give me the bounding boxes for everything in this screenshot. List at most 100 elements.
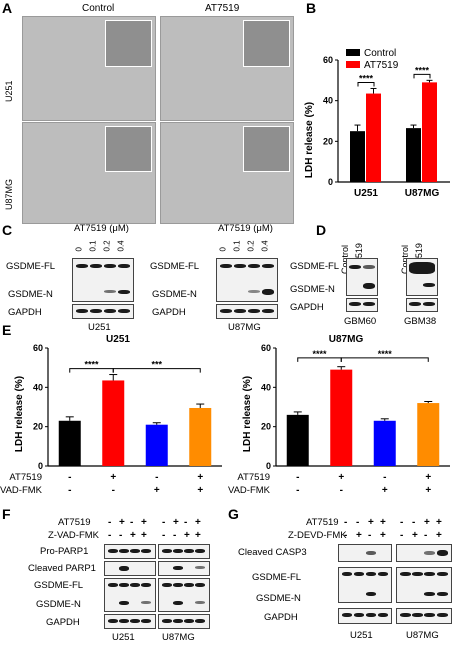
chart-b-bar bbox=[422, 82, 437, 182]
panel-a-row-u251: U251 bbox=[4, 80, 14, 102]
treatment-sign: + bbox=[380, 517, 386, 528]
treatment-sign: + bbox=[195, 517, 201, 528]
treatment-sign: + bbox=[424, 517, 430, 528]
treatment-sign: - bbox=[344, 517, 348, 528]
chart-b-sig-label: **** bbox=[415, 65, 430, 75]
panel-c-u87-cell: U87MG bbox=[228, 322, 261, 333]
panel-f-cell-u87mg: U87MG bbox=[162, 632, 195, 643]
treatment-sign: + bbox=[173, 517, 179, 528]
treatment-sign: + bbox=[412, 530, 418, 541]
chart-b-xtick-label: U251 bbox=[354, 188, 378, 199]
chart-e-u251-ytick-label: 20 bbox=[33, 422, 43, 432]
panel-f-row-cleaved-parp1: Cleaved PARP1 bbox=[28, 563, 96, 574]
chart-e-u251-ylabel: LDH release (%) bbox=[14, 376, 25, 452]
panel-label-f: F bbox=[2, 506, 11, 522]
chart-e-u251-sig-label: *** bbox=[151, 360, 162, 370]
chart-b-sig-bracket bbox=[357, 81, 375, 87]
blot-g-u87-gsdme bbox=[396, 567, 452, 603]
chart-e-u87mg-ylabel: LDH release (%) bbox=[242, 376, 253, 452]
chart-e-u251-bar bbox=[58, 420, 81, 466]
chart-e-u251-ytick-label: 0 bbox=[38, 461, 43, 471]
blot-f-u251-pro-parp1 bbox=[104, 544, 156, 559]
treatment-sign: - bbox=[162, 517, 166, 528]
sem-image-u251-control bbox=[22, 16, 156, 121]
chart-e-u87mg-sign-at7519: - bbox=[296, 472, 299, 483]
chart-e-u87mg-sign-at7519: + bbox=[425, 472, 431, 483]
treatment-sign: + bbox=[380, 530, 386, 541]
treatment-sign: + bbox=[436, 517, 442, 528]
treatment-sign: - bbox=[400, 517, 404, 528]
chart-e-u251-bar bbox=[102, 380, 125, 466]
panel-d-row-n: GSDME-N bbox=[290, 284, 335, 295]
blot-g-u87-gapdh bbox=[396, 608, 452, 624]
chart-e-u87mg-sign-zvad: - bbox=[340, 485, 343, 496]
chart-b-sig-label: **** bbox=[359, 73, 374, 83]
panel-a-row-u87mg: U87MG bbox=[4, 178, 14, 210]
panel-g-sign-grid: - - + + - - + + - + - + - + - + bbox=[340, 517, 452, 543]
panel-a-col-control: Control bbox=[82, 3, 115, 14]
treatment-sign: - bbox=[162, 530, 166, 541]
blot-d-gbm60-gsdme bbox=[346, 258, 378, 296]
chart-e-u87mg-bar bbox=[373, 420, 396, 466]
panel-d-row-fl: GSDME-FL bbox=[290, 261, 340, 272]
treatment-sign: - bbox=[356, 517, 360, 528]
chart-b-bar bbox=[366, 93, 381, 182]
chart-e-u87mg-sign-zvad: + bbox=[425, 485, 431, 496]
chart-b-ytick-label: 20 bbox=[323, 136, 333, 146]
chart-b-ytick-label: 40 bbox=[323, 96, 333, 106]
chart-e-u87mg-ytick-label: 20 bbox=[261, 422, 271, 432]
panel-g-cell-u251: U251 bbox=[350, 630, 373, 641]
treatment-sign: + bbox=[368, 517, 374, 528]
panel-c-u87-row-fl: GSDME-FL bbox=[150, 261, 200, 272]
chart-e-u87mg-bar bbox=[417, 403, 440, 466]
chart-e-u251-sig-label: **** bbox=[84, 360, 99, 370]
panel-label-b: B bbox=[306, 0, 317, 16]
panel-label-e: E bbox=[2, 322, 12, 338]
panel-d-row-gapdh: GAPDH bbox=[290, 302, 324, 313]
panel-label-c: C bbox=[2, 222, 13, 238]
panel-d-cell-gbm38: GBM38 bbox=[404, 316, 437, 327]
chart-b-bar bbox=[406, 128, 421, 182]
panel-c-u87-row-n: GSDME-N bbox=[152, 289, 197, 300]
chart-e-u87mg-ytick-label: 60 bbox=[261, 343, 271, 353]
treatment-sign: + bbox=[119, 517, 125, 528]
blot-c-u251-gapdh bbox=[72, 304, 134, 319]
chart-e-u251-title: U251 bbox=[106, 334, 130, 345]
chart-b-legend-label: AT7519 bbox=[364, 60, 399, 71]
chart-b-legend-swatch bbox=[346, 61, 360, 68]
chart-e-u87mg-sign-at7519: - bbox=[383, 472, 386, 483]
treatment-sign: + bbox=[356, 530, 362, 541]
panel-c-u87-doses: 0 0.1 0.2 0.4 bbox=[216, 240, 272, 252]
blot-c-u87-gsdme bbox=[216, 258, 278, 302]
chart-e-u251-ytick-label: 60 bbox=[33, 343, 43, 353]
chart-e-u251-sign-zvad: - bbox=[112, 485, 115, 496]
chart-e-u87mg-row-at7519: AT7519 bbox=[237, 472, 270, 483]
sem-image-u251-at7519 bbox=[160, 16, 294, 121]
blot-g-u87-casp3 bbox=[396, 544, 452, 562]
chart-b-legend-swatch bbox=[346, 49, 360, 56]
chart-e-u87mg-row-zvad: Z-VAD-FMK bbox=[228, 485, 271, 496]
panel-c-u251-cell: U251 bbox=[88, 322, 111, 333]
chart-e-u87mg-bar bbox=[286, 414, 309, 466]
chart-e-u251-sign-zvad: + bbox=[154, 485, 160, 496]
chart-e-u87mg-sign-at7519: + bbox=[338, 472, 344, 483]
chart-e-u87mg-sign-zvad: - bbox=[296, 485, 299, 496]
chart-e-u251-sig-bracket bbox=[112, 368, 201, 373]
treatment-sign: - bbox=[424, 530, 428, 541]
chart-e-u251-sign-at7519: - bbox=[68, 472, 71, 483]
panel-c-u251-treatment: AT7519 (μM) bbox=[74, 223, 129, 234]
dose-label: 0 bbox=[218, 247, 228, 252]
panel-g-row-gapdh: GAPDH bbox=[264, 612, 298, 623]
panel-g-row-gsdme-n: GSDME-N bbox=[256, 593, 301, 604]
treatment-sign: + bbox=[141, 517, 147, 528]
panel-c-u251-row-fl: GSDME-FL bbox=[6, 261, 56, 272]
dose-label: 0.4 bbox=[260, 240, 270, 252]
panel-f-cell-u251: U251 bbox=[112, 632, 135, 643]
blot-d-gbm38-gapdh bbox=[406, 298, 438, 312]
panel-g-treatment-at7519: AT7519 bbox=[306, 517, 339, 528]
panel-d-cell-gbm60: GBM60 bbox=[344, 316, 377, 327]
chart-e-u87mg-ytick-label: 40 bbox=[261, 382, 271, 392]
blot-g-u251-casp3 bbox=[338, 544, 392, 562]
panel-c-u87-treatment: AT7519 (μM) bbox=[218, 223, 273, 234]
panel-g-cell-u87mg: U87MG bbox=[406, 630, 439, 641]
